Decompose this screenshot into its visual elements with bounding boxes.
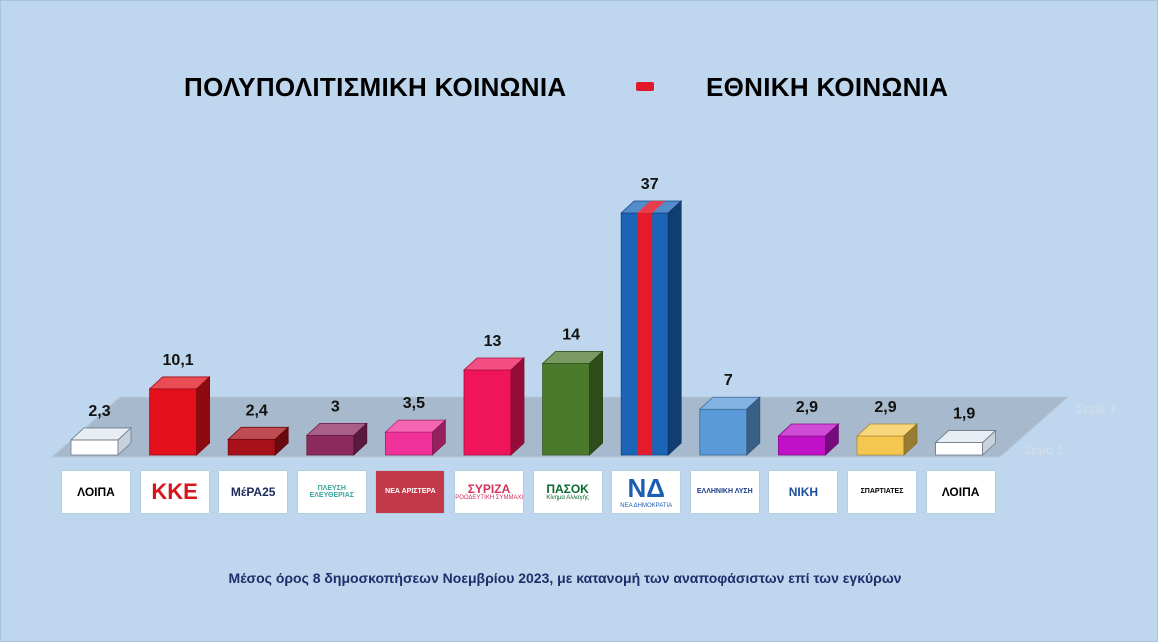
bars: [69, 200, 997, 456]
party-logo: ΛΟΙΠΑ: [62, 471, 130, 513]
bar-side: [353, 422, 368, 456]
bar-side: [825, 423, 839, 456]
bar-front: [70, 439, 119, 456]
data-label: 3: [331, 398, 340, 415]
bar-chart: 2,3 10,1 2,4 3 3,5 13 14 37 7 2,9 2,9 1,9 Σειρά 3 Σ…: [50, 176, 1116, 458]
party-logo: ΣΠΑΡΤΙΑΤΕΣ: [848, 471, 916, 513]
bar-front: [542, 363, 590, 456]
party-logo: ΝΔ ΝΕΑ ΔΗΜΟΚΡΑΤΙΑ: [612, 471, 681, 513]
party-logo-text: ΚΚΕ: [151, 479, 198, 505]
party-logo: ΝΙΚΗ: [769, 471, 838, 513]
party-logo-text: ΕΛΛΗΝΙΚΗ ΛΥΣΗ: [696, 488, 753, 496]
party-logo: ΠΛΕΥΣΗ ΕΛΕΥΘΕΡΙΑΣ: [297, 471, 366, 513]
bar-side: [274, 426, 289, 456]
data-label: 2,9: [796, 399, 818, 416]
party-logo-text: ΜέΡΑ25: [230, 484, 276, 499]
value-labels: 2,3 10,1 2,4 3 3,5 13 14 37 7 2,9 2,9 1,9: [88, 176, 975, 423]
party-logo-text: ΣΠΑΡΤΙΑΤΕΣ: [860, 488, 904, 496]
title-separator: [636, 82, 654, 91]
bar-side: [117, 427, 132, 456]
bar-side: [510, 357, 525, 456]
bar-side: [903, 423, 918, 456]
party-logo: ΠΑΣΟΚ Κίνημα Αλλαγής: [533, 471, 602, 513]
party-logo-text: ΝΙΚΗ: [788, 484, 819, 499]
chart-caption: Μέσος όρος 8 δημοσκοπήσεων Νοεμβρίου 202…: [228, 570, 902, 586]
bar: [541, 350, 604, 456]
bar-front: [699, 408, 748, 456]
series-label-1: Σειρά 1: [1024, 443, 1064, 457]
bar-front: [306, 434, 355, 456]
party-logo-text: ΝΔ: [627, 473, 665, 504]
party-logo-text: ΠΛΕΥΣΗ ΕΛΕΥΘΕΡΙΑΣ: [309, 484, 354, 499]
party-logo: ΝΕΑ ΑΡΙΣΤΕΡΑ: [376, 471, 445, 513]
bar: [934, 429, 997, 456]
data-label: 7: [724, 372, 733, 389]
bar-side: [196, 376, 211, 456]
bar-front: [856, 435, 905, 456]
bar: [698, 396, 761, 456]
bar: [305, 422, 368, 456]
data-label: 3,5: [403, 395, 425, 412]
bar-stripe: [637, 213, 653, 455]
bar-stripe-top: [637, 201, 666, 213]
bar: [227, 426, 290, 456]
bar: [148, 376, 211, 456]
bar-side: [431, 419, 446, 456]
series-label-3: Σειρά 3: [1076, 402, 1116, 416]
party-logo-text: ΣΥΡΙΖΑ: [467, 481, 511, 496]
party-logo-subtext: ΝΕΑ ΔΗΜΟΚΡΑΤΙΑ: [620, 502, 673, 509]
bar: [620, 200, 683, 456]
bar: [462, 357, 526, 456]
data-label: 13: [484, 333, 502, 350]
bar-front: [935, 442, 983, 456]
bar-side: [982, 429, 996, 456]
party-logo-text: ΝΕΑ ΑΡΙΣΤΕΡΑ: [385, 488, 436, 496]
bar: [777, 423, 840, 456]
bar-front: [463, 369, 512, 456]
title-right: ΕΘΝΙΚΗ ΚΟΙΝΩΝΙΑ: [706, 72, 949, 102]
party-logo-text: ΛΟΙΠΑ: [941, 484, 980, 499]
data-label: 37: [641, 176, 659, 193]
bar-side: [589, 350, 603, 456]
bar: [384, 419, 447, 456]
party-logo: ΜέΡΑ25: [219, 471, 288, 513]
bar-front: [778, 435, 826, 456]
data-label: 10,1: [163, 352, 194, 369]
data-label: 2,4: [246, 402, 268, 419]
data-label: 1,9: [953, 406, 975, 423]
party-logo-subtext: ΠΡΟΟΔΕΥΤΙΚΗ ΣΥΜΜΑΧΙΑ: [455, 495, 523, 502]
party-logo-text: ΠΑΣΟΚ: [546, 481, 589, 496]
party-logo: ΚΚΕ: [140, 471, 209, 513]
bar-side: [667, 200, 682, 456]
data-label: 14: [562, 326, 580, 343]
bar-side: [746, 396, 761, 456]
party-logo: ΛΟΙΠΑ: [926, 471, 995, 513]
bar-front: [149, 388, 198, 456]
party-logo-subtext: Κίνημα Αλλαγής: [546, 495, 589, 502]
title-left: ΠΟΛΥΠΟΛΙΤΙΣΜΙΚΗ ΚΟΙΝΩΝΙΑ: [184, 72, 567, 102]
party-logo: ΕΛΛΗΝΙΚΗ ΛΥΣΗ: [690, 471, 759, 513]
data-label: 2,3: [88, 403, 110, 420]
data-label: 2,9: [874, 399, 896, 416]
bar-front: [227, 438, 276, 456]
party-logo-text: ΛΟΙΠΑ: [77, 484, 115, 499]
bar: [855, 423, 919, 456]
bar: [69, 427, 133, 456]
bar-front: [384, 431, 433, 456]
